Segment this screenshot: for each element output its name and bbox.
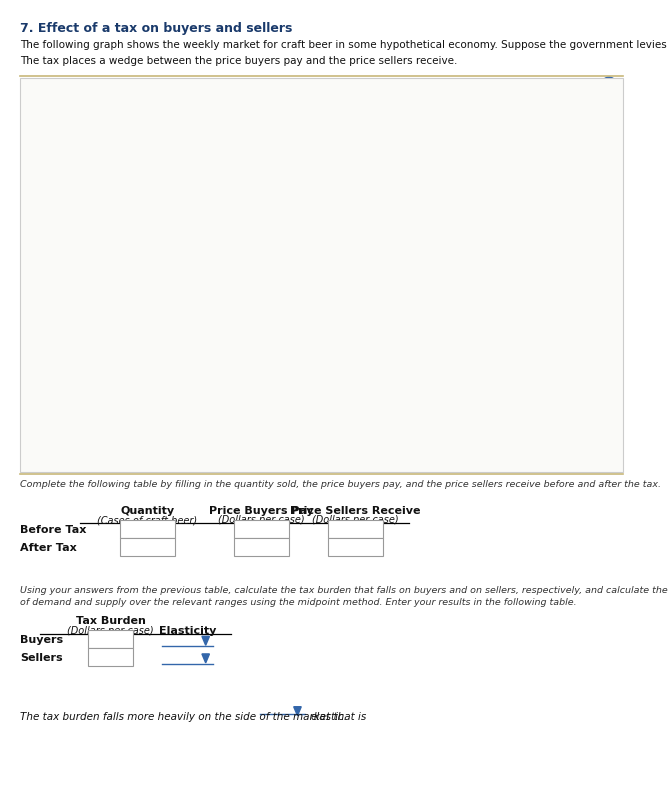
Text: After Tax: After Tax: [20, 543, 77, 553]
Text: The following graph shows the weekly market for craft beer in some hypothetical : The following graph shows the weekly mar…: [20, 40, 670, 50]
Text: (Dollars per case): (Dollars per case): [218, 515, 305, 525]
Text: ?: ?: [606, 83, 612, 93]
Text: Supply: Supply: [230, 186, 264, 196]
Text: Elasticity: Elasticity: [159, 626, 216, 635]
Text: of demand and supply over the relevant ranges using the midpoint method. Enter y: of demand and supply over the relevant r…: [20, 598, 577, 607]
Text: The tax places a wedge between the price buyers pay and the price sellers receiv: The tax places a wedge between the price…: [20, 56, 458, 66]
Text: Sellers: Sellers: [20, 653, 63, 662]
Text: Before Tax: Before Tax: [20, 525, 86, 534]
Text: (Dollars per case): (Dollars per case): [312, 515, 399, 525]
Text: Quantity: Quantity: [121, 506, 174, 516]
Text: Complete the following table by filling in the quantity sold, the price buyers p: Complete the following table by filling …: [20, 480, 661, 489]
Text: Tax Wedge: Tax Wedge: [190, 286, 242, 295]
Text: Tax Burden: Tax Burden: [76, 616, 145, 626]
Text: Buyers: Buyers: [20, 635, 63, 645]
Text: 7. Effect of a tax on buyers and sellers: 7. Effect of a tax on buyers and sellers: [20, 22, 293, 35]
Text: Using your answers from the previous table, calculate the tax burden that falls : Using your answers from the previous tab…: [20, 586, 670, 594]
Text: Price Buyers Pay: Price Buyers Pay: [209, 506, 314, 516]
X-axis label: QUANTITY (Cases of craft beer): QUANTITY (Cases of craft beer): [206, 458, 337, 467]
Y-axis label: PRICE (Dollars per case): PRICE (Dollars per case): [40, 219, 50, 321]
Text: elastic.: elastic.: [310, 712, 347, 722]
Polygon shape: [202, 636, 210, 646]
Text: The tax burden falls more heavily on the side of the market that is: The tax burden falls more heavily on the…: [20, 712, 366, 722]
Polygon shape: [293, 706, 302, 716]
Text: Price Sellers Receive: Price Sellers Receive: [290, 506, 420, 516]
Polygon shape: [202, 654, 210, 663]
Text: (Cases of craft beer): (Cases of craft beer): [97, 515, 198, 525]
Text: Demand: Demand: [98, 206, 140, 215]
Text: (Dollars per case): (Dollars per case): [67, 626, 154, 635]
